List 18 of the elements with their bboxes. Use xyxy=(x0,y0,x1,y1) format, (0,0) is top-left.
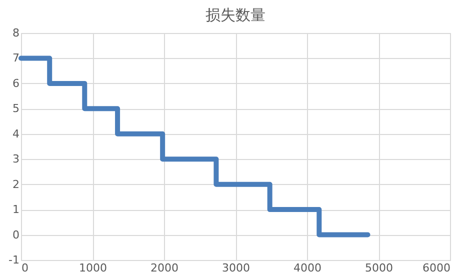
x-tick-label: 2000 xyxy=(150,262,178,274)
y-tick-label: 8 xyxy=(12,26,20,40)
x-tick-label: 4000 xyxy=(294,262,322,274)
x-tick-label: 6000 xyxy=(422,262,450,274)
y-tick-label: 4 xyxy=(12,127,20,140)
x-tick-label: 0 xyxy=(22,262,28,274)
y-tick-label: 7 xyxy=(12,52,20,65)
x-tick-label: 5000 xyxy=(365,262,393,274)
chart-title: 损失数量 xyxy=(206,6,266,24)
x-tick-label: 3000 xyxy=(222,262,250,274)
y-tick-label: 5 xyxy=(12,102,20,116)
x-tick-label: 1000 xyxy=(79,262,107,274)
y-tick-label: 6 xyxy=(12,76,20,90)
y-tick-label: -1 xyxy=(8,254,20,266)
y-tick-label: 1 xyxy=(12,203,20,216)
y-tick-label: 2 xyxy=(12,178,20,191)
y-tick-label: 0 xyxy=(12,228,20,242)
y-tick-label: 3 xyxy=(12,152,20,166)
